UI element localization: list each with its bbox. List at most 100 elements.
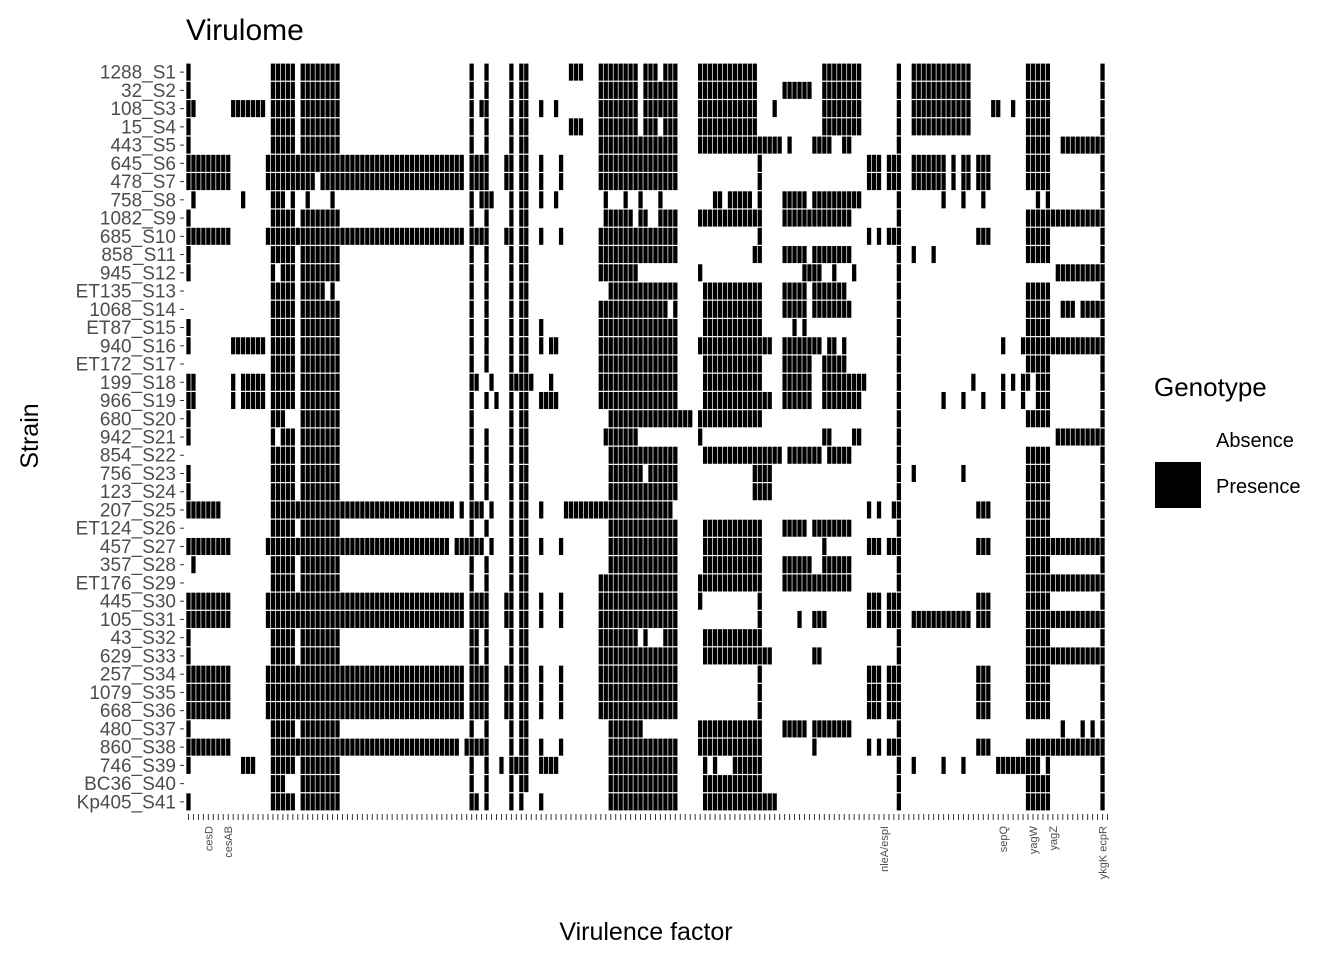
heatmap-cell-presence [658, 154, 663, 172]
heatmap-cell-presence [812, 446, 817, 464]
heatmap-cell-presence [300, 647, 305, 665]
heatmap-cell-presence [335, 592, 340, 610]
heatmap-cell-presence [345, 665, 350, 683]
heatmap-cell-presence [191, 373, 196, 391]
heatmap-cell-presence [981, 702, 986, 720]
heatmap-cell-presence [737, 81, 743, 99]
heatmap-cell-presence [186, 647, 191, 665]
heatmap-cell-presence [608, 446, 613, 464]
heatmap-cell-presence [986, 738, 991, 756]
heatmap-cell-presence [1100, 647, 1105, 665]
heatmap-cell-presence [802, 556, 807, 574]
heatmap-cell-presence [648, 300, 653, 318]
heatmap-cell-presence [931, 63, 936, 81]
heatmap-cell-presence [390, 501, 395, 519]
heatmap-cell-presence [633, 446, 638, 464]
heatmap-cell-presence [658, 647, 663, 665]
heatmap-cell-presence [355, 738, 360, 756]
heatmap-cell-presence [608, 610, 613, 628]
heatmap-cell-presence [603, 501, 608, 519]
heatmap-cell-presence [653, 410, 658, 428]
heatmap-cell-presence [618, 537, 623, 555]
heatmap-cell-presence [514, 373, 519, 391]
heatmap-cell-presence [941, 118, 946, 136]
heatmap-cell-presence [305, 100, 310, 118]
heatmap-cell-presence [300, 720, 305, 738]
heatmap-cell-presence [712, 81, 718, 99]
heatmap-cell-presence [673, 483, 678, 501]
heatmap-cell-presence [1100, 738, 1105, 756]
heatmap-cell-presence [668, 592, 673, 610]
y-tick-label: 758_S8 [110, 190, 176, 211]
heatmap-cell-presence [608, 556, 613, 574]
heatmap-cell-presence [802, 720, 807, 738]
heatmap-cell-presence [603, 373, 608, 391]
heatmap-cell-presence [643, 756, 648, 774]
heatmap-cell-presence [613, 154, 618, 172]
heatmap-cell-presence [752, 738, 757, 756]
heatmap-cell-presence [280, 100, 286, 118]
heatmap-cell-presence [404, 154, 410, 172]
heatmap-cell-presence [429, 683, 435, 701]
heatmap-cell-presence [797, 191, 802, 209]
heatmap-cell-presence [315, 501, 320, 519]
heatmap-cell-presence [1060, 720, 1065, 738]
heatmap-cell-presence [976, 227, 981, 245]
heatmap-cell-presence [842, 100, 847, 118]
heatmap-cell-presence [722, 300, 728, 318]
heatmap-cell-presence [206, 227, 211, 245]
heatmap-cell-presence [280, 173, 286, 191]
heatmap-cell-presence [186, 592, 191, 610]
heatmap-cell-presence [1045, 793, 1051, 811]
heatmap-cell-presence [459, 173, 464, 191]
heatmap-cell-presence [1100, 446, 1105, 464]
heatmap-cell-presence [469, 410, 474, 428]
heatmap-cell-presence [1040, 647, 1046, 665]
heatmap-cell-presence [623, 592, 628, 610]
heatmap-cell-presence [717, 373, 723, 391]
heatmap-cell-presence [484, 154, 489, 172]
heatmap-cell-presence [658, 519, 663, 537]
heatmap-cell-presence [211, 501, 216, 519]
heatmap-cell-presence [608, 738, 613, 756]
heatmap-cell-presence [623, 629, 628, 647]
heatmap-cell-presence [921, 100, 926, 118]
heatmap-cell-presence [722, 391, 728, 410]
heatmap-cell-presence [320, 373, 325, 391]
heatmap-cell-presence [1030, 81, 1036, 99]
heatmap-cell-presence [628, 118, 633, 136]
heatmap-cell-presence [747, 446, 752, 464]
heatmap-cell-presence [643, 665, 648, 683]
heatmap-cell-presence [414, 154, 420, 172]
heatmap-cell-presence [191, 173, 196, 191]
heatmap-cell-presence [812, 738, 817, 756]
heatmap-cell-presence [951, 63, 956, 81]
heatmap-cell-presence [290, 81, 295, 99]
heatmap-cell-presence [275, 410, 281, 428]
heatmap-cell-presence [866, 537, 872, 555]
heatmap-cell-presence [866, 227, 872, 245]
heatmap-cell-presence [186, 264, 191, 282]
heatmap-cell-presence [628, 410, 633, 428]
heatmap-cell-presence [509, 300, 514, 318]
heatmap-cell-presence [250, 391, 256, 410]
heatmap-cell-presence [310, 756, 315, 774]
heatmap-cell-presence [1020, 756, 1026, 774]
heatmap-cell-presence [658, 793, 663, 811]
heatmap-cell-presence [1040, 209, 1046, 227]
heatmap-cell-presence [300, 793, 305, 811]
chart-title: Virulome [186, 14, 304, 47]
heatmap-cell-presence [648, 154, 653, 172]
heatmap-cell-presence [742, 519, 748, 537]
heatmap-cell-presence [241, 100, 246, 118]
heatmap-cell-presence [265, 592, 271, 610]
heatmap-cell-presence [598, 373, 603, 391]
heatmap-cell-presence [802, 81, 807, 99]
heatmap-cell-presence [1035, 337, 1041, 355]
heatmap-cell-presence [231, 391, 236, 410]
heatmap-cell-presence [717, 775, 723, 793]
heatmap-cell-presence [742, 738, 748, 756]
heatmap-cell-presence [712, 337, 718, 355]
heatmap-cell-presence [310, 519, 315, 537]
heatmap-cell-presence [484, 136, 489, 154]
